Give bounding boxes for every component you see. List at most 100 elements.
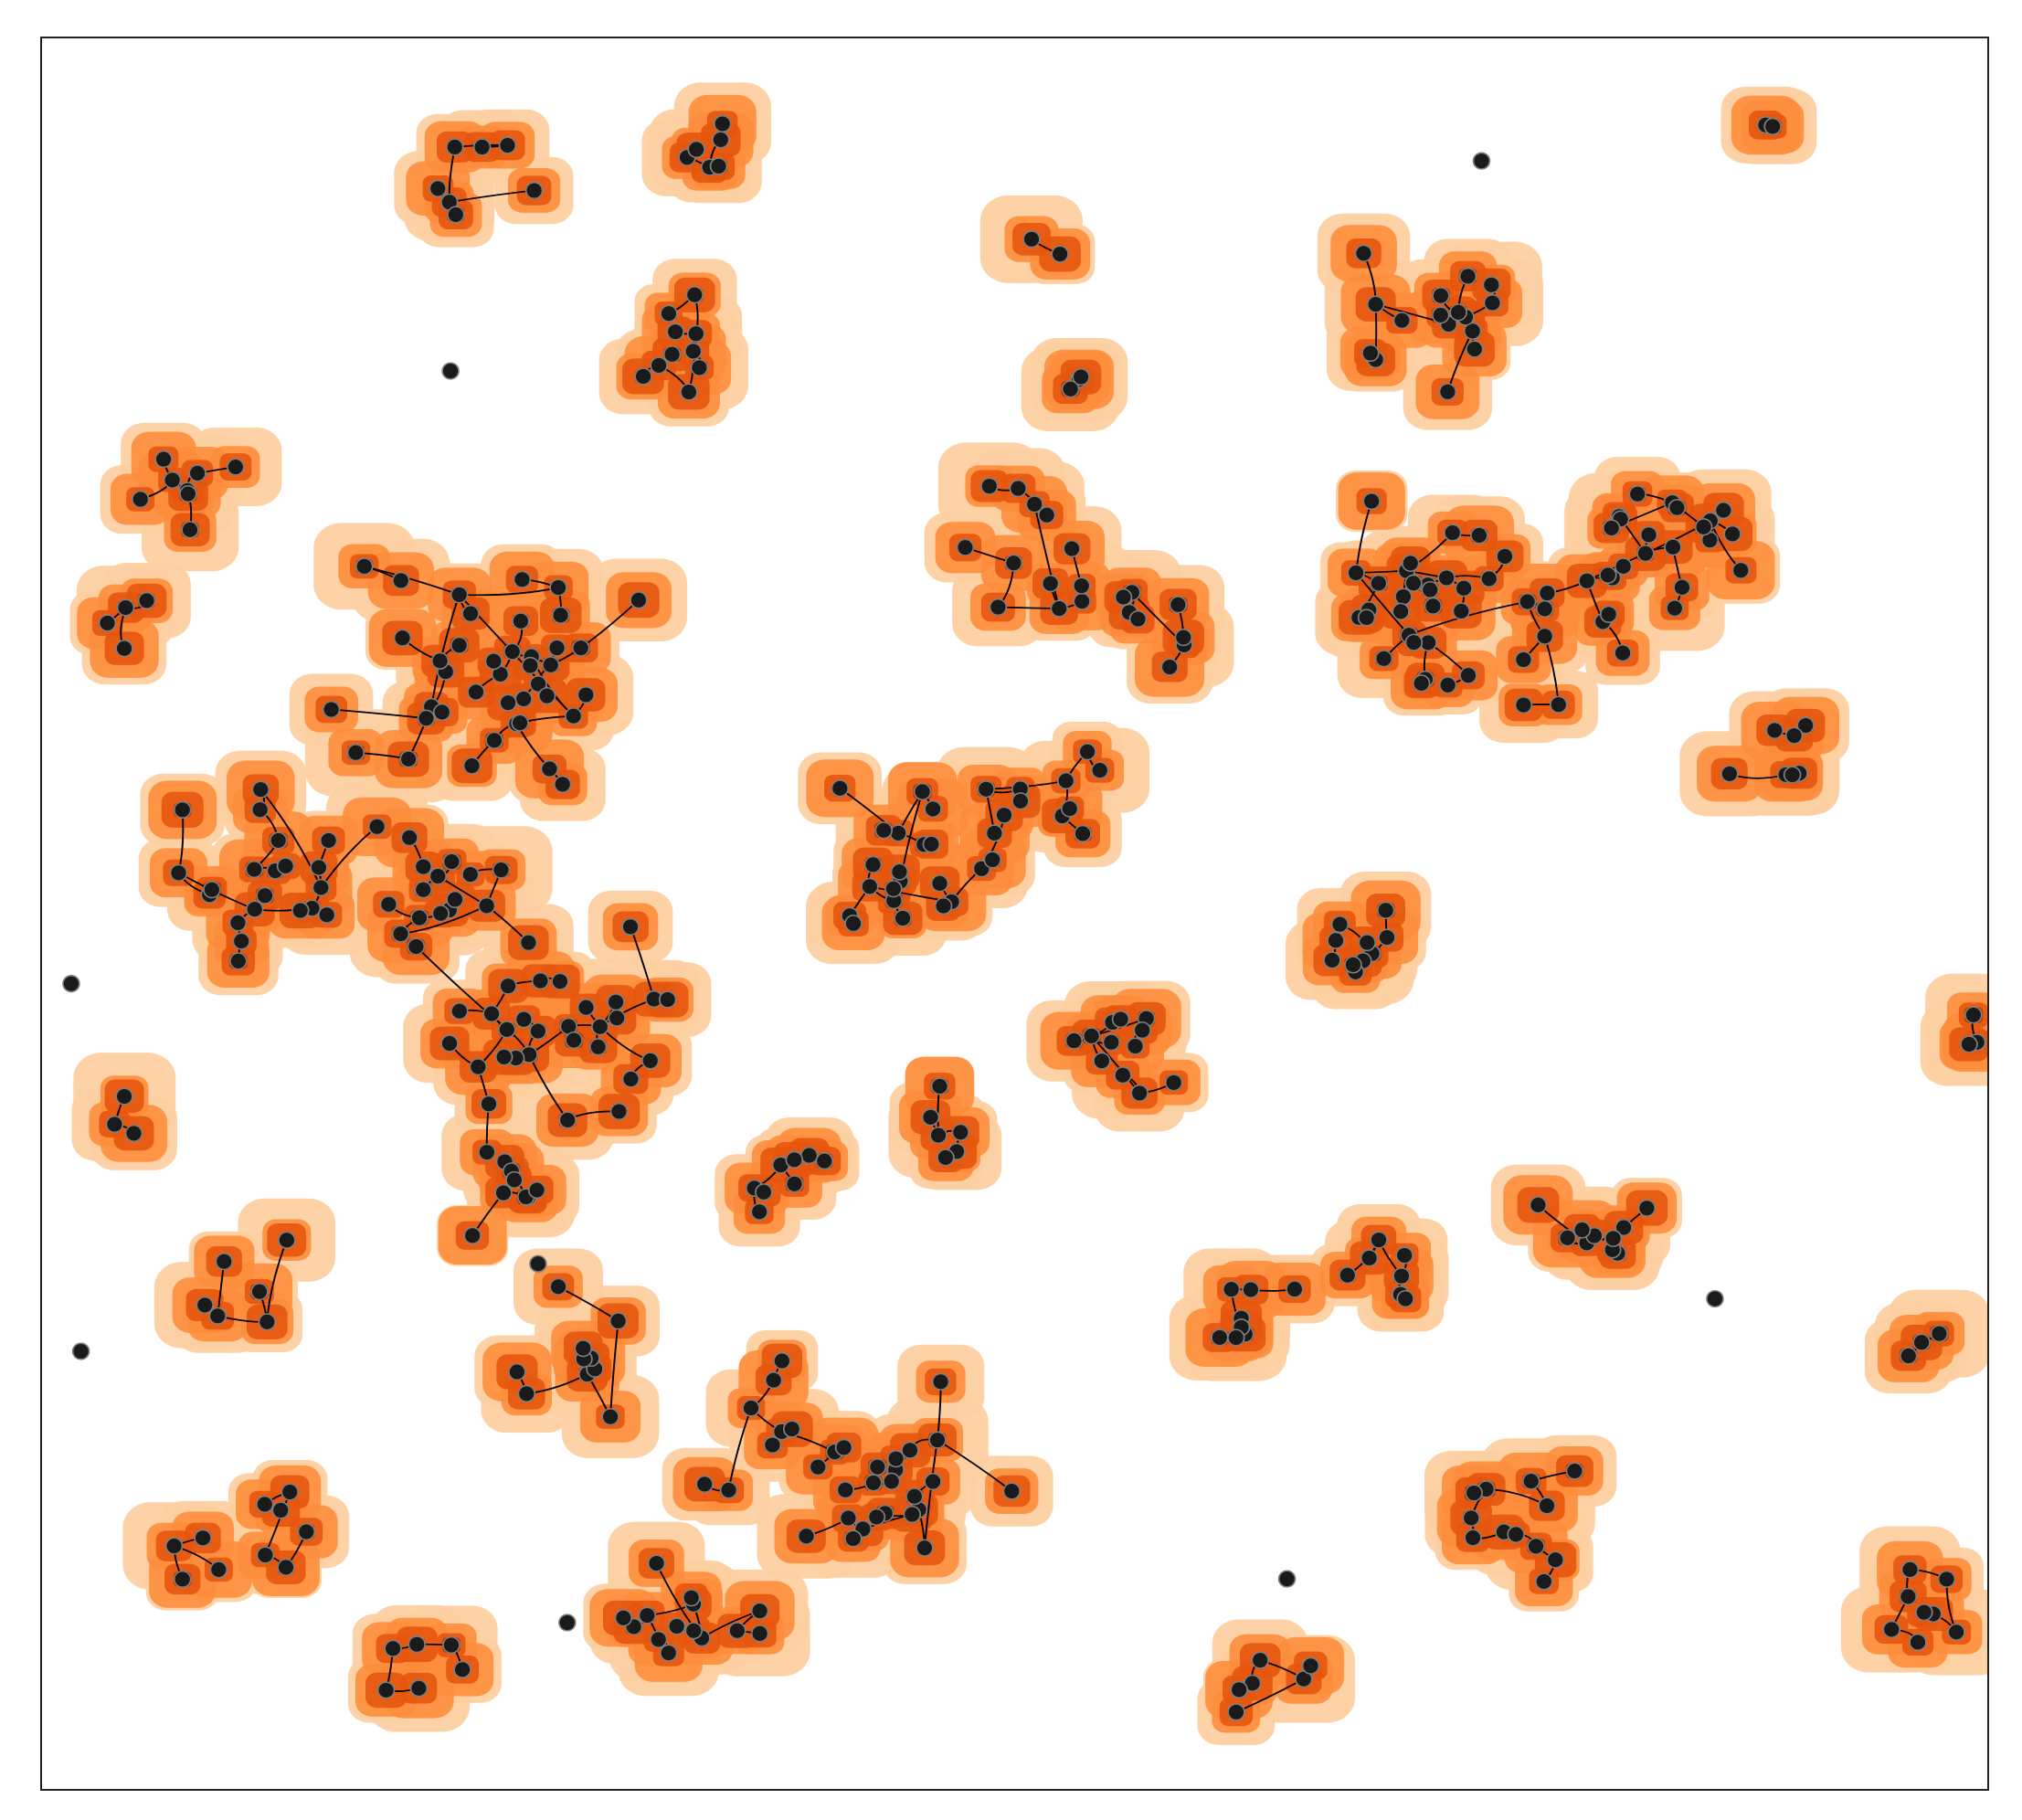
settlement-node [1074,824,1092,843]
settlement-node [291,901,310,920]
settlement-node [929,1126,947,1145]
settlement-node [1126,1037,1145,1055]
settlement-node [440,1034,459,1053]
settlement-node [1111,1010,1130,1029]
settlement-node [407,937,426,956]
settlement-node [809,1458,828,1476]
settlement-node [621,917,640,936]
settlement-node [447,206,465,224]
settlement-node [482,1005,501,1023]
network-road-line [937,1439,1012,1492]
settlement-node [861,877,879,895]
settlement-node [1025,495,1044,513]
settlement-node [1470,526,1488,545]
settlement-node [414,858,433,876]
settlement-node [453,1660,471,1678]
settlement-node [658,990,677,1009]
settlement-node [685,286,704,304]
map-frame [40,37,1989,1791]
settlement-node [874,821,894,840]
settlement-node [450,636,469,654]
settlement-node [432,703,451,722]
settlement-node [937,1148,955,1167]
settlement-node [1361,344,1380,363]
settlement-node [831,779,850,798]
settlement-node [983,851,1002,869]
settlement-node [1463,322,1482,340]
settlement-node [1009,480,1028,498]
settlement-node [463,1226,482,1244]
settlement-node [409,1679,429,1698]
settlement-node [1050,599,1069,618]
settlement-node [1277,1570,1297,1588]
settlement-node [922,835,941,853]
settlement-node [1041,575,1060,593]
settlement-node [1133,1021,1151,1040]
settlement-node [1614,557,1633,576]
settlement-node [1072,577,1091,595]
settlement-node [695,1475,714,1494]
settlement-node [924,1472,942,1491]
settlement-node [1011,792,1030,810]
settlement-node [558,1614,577,1632]
settlement-node [537,687,556,705]
settlement-node [269,831,288,850]
settlement-node [1720,765,1739,783]
settlement-node [529,1021,547,1041]
settlement-node [1763,117,1782,135]
settlement-node [1395,1246,1413,1264]
settlement-node [1432,287,1450,305]
settlement-node [1362,492,1381,511]
settlement-node [931,1372,950,1391]
settlement-node [1602,519,1621,537]
settlement-node [1614,644,1632,662]
settlement-node [179,484,197,503]
network-road-line [609,1320,619,1417]
settlement-node [429,867,448,885]
settlement-node [1227,1703,1245,1721]
settlement-node [763,1435,782,1455]
settlement-node [512,612,530,630]
settlement-node [901,1441,919,1459]
settlement-node [105,1115,124,1134]
settlement-node [750,1602,769,1620]
settlement-node [894,909,912,927]
settlement-node [228,914,248,932]
settlement-node [634,367,652,386]
settlement-node [815,1152,834,1170]
settlement-node [719,1481,738,1499]
settlement-node [977,780,995,799]
settlement-node [209,1561,228,1579]
settlement-node [529,675,547,693]
settlement-node [1535,627,1554,645]
settlement-node [98,614,117,632]
settlement-node [844,915,863,933]
network-road-line [459,587,559,597]
network-road-line [1033,503,1061,609]
settlement-node [1404,574,1423,592]
settlement-node [461,605,480,623]
settlement-node [1535,1572,1553,1591]
settlement-node [499,693,517,712]
settlement-node [687,140,705,159]
settlement-node [1666,599,1684,618]
settlement-node [1449,303,1467,322]
settlement-node [1323,951,1341,969]
settlement-node [71,1342,90,1360]
settlement-node [245,860,264,879]
settlement-node [322,701,341,719]
settlement-node [1909,1633,1927,1652]
settlement-node [690,358,709,376]
settlement-node [1614,1218,1633,1237]
settlement-node [930,1077,949,1095]
settlement-node [742,1399,760,1417]
settlement-node [601,1408,619,1426]
settlement-node [1466,340,1484,358]
settlement-node [1899,1347,1918,1365]
settlement-node [574,1339,593,1358]
settlement-node [764,1371,783,1390]
settlement-node [834,1438,853,1456]
density-map [62,82,1987,1745]
settlement-node [203,881,221,899]
settlement-node [442,1635,461,1655]
